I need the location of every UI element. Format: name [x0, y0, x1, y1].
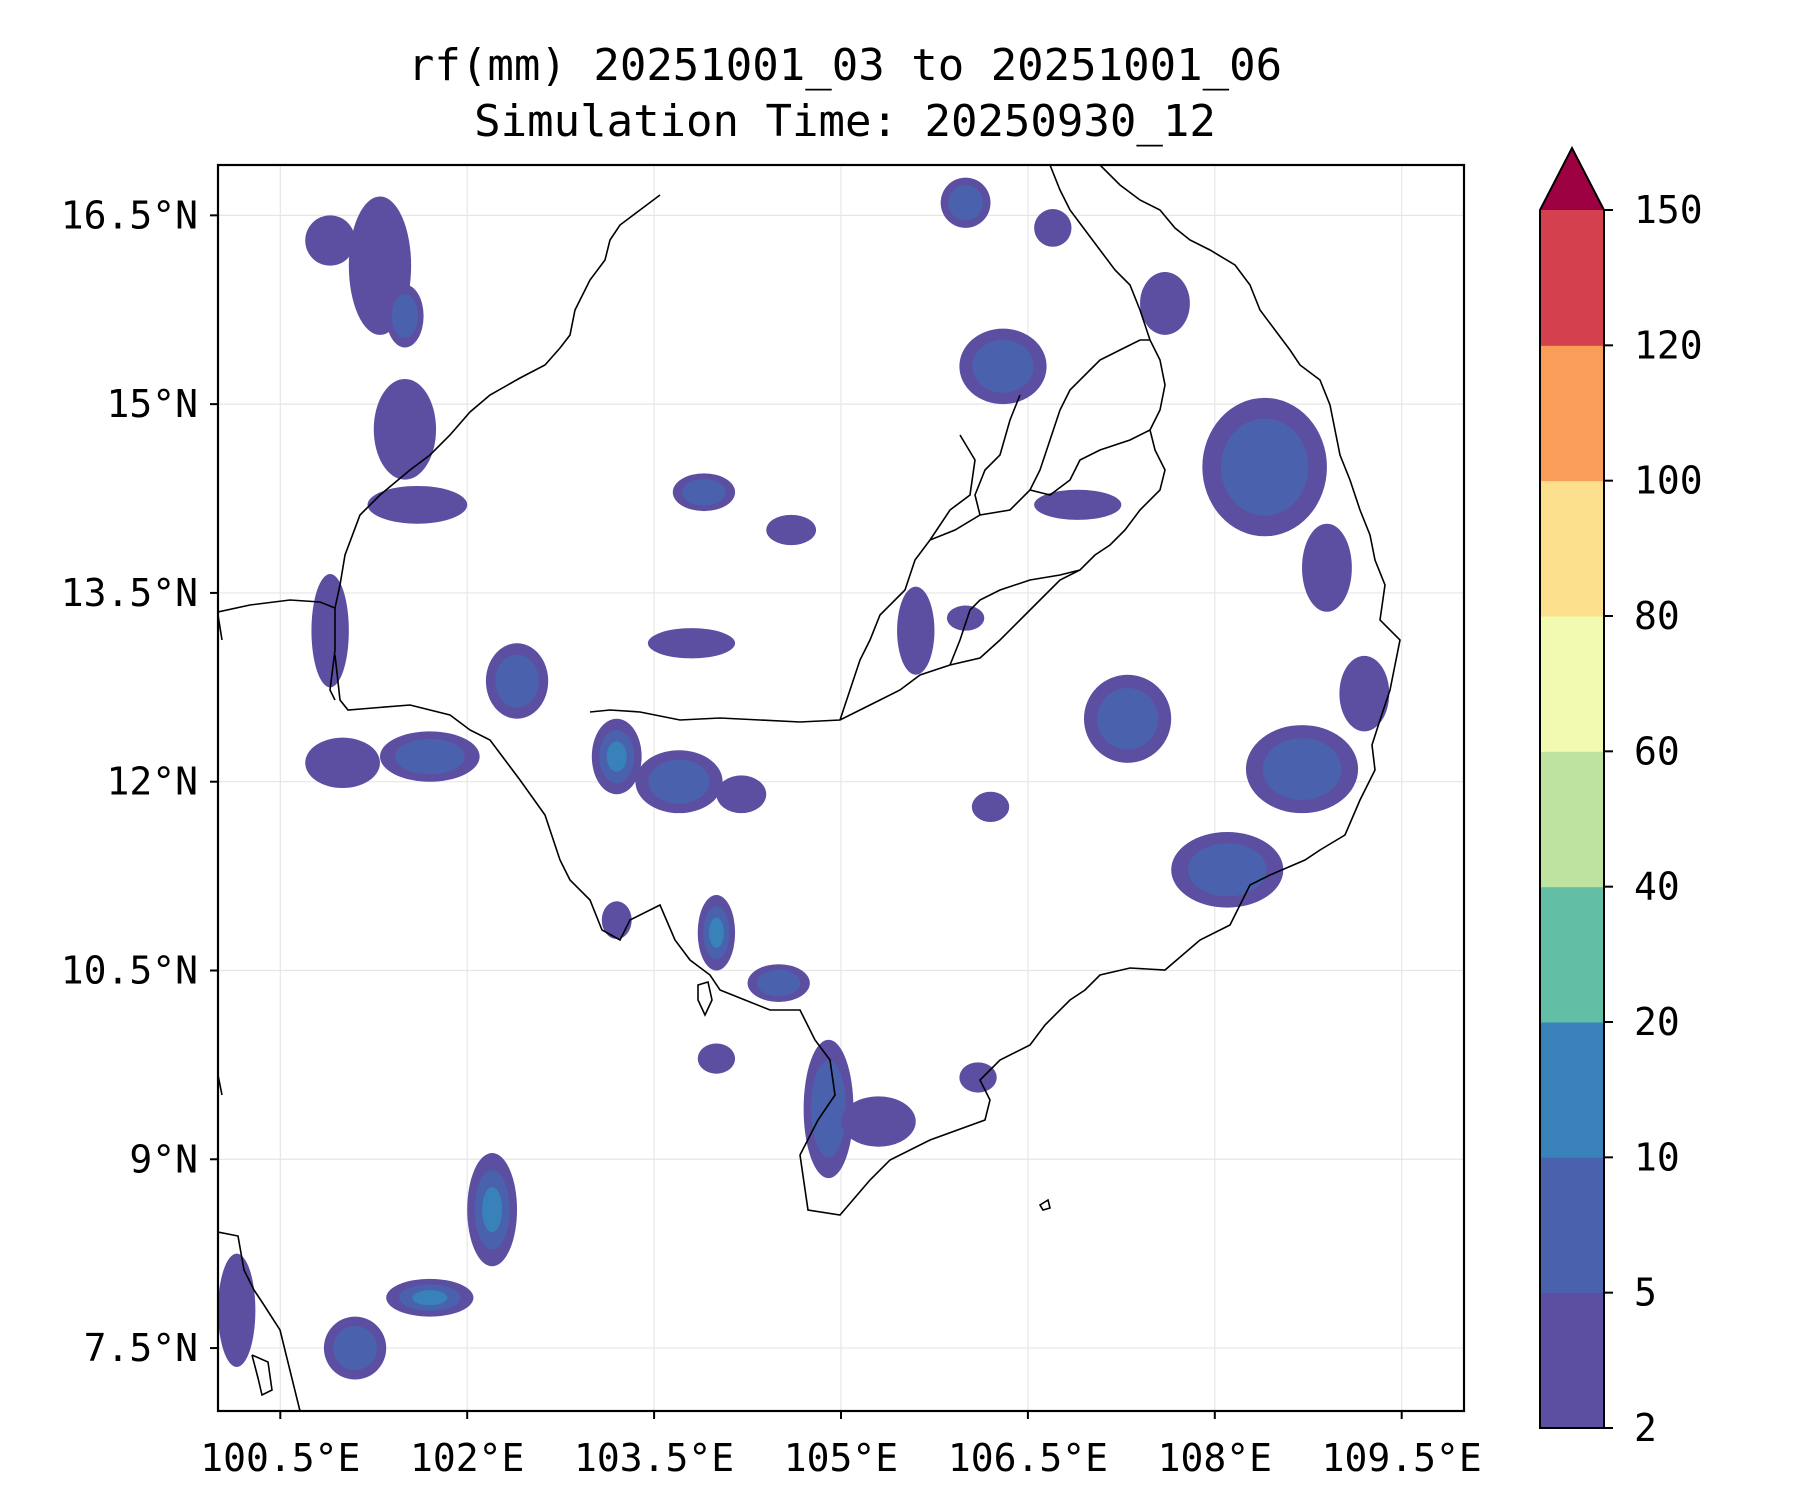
precip-cell — [1339, 655, 1390, 732]
precip-cell-core — [648, 759, 710, 804]
colorbar-segment — [1540, 210, 1604, 346]
precip-cell-core — [394, 738, 465, 775]
precip-cell-core — [606, 741, 627, 772]
precip-cell-core — [972, 339, 1034, 393]
precip-cell — [1140, 271, 1190, 335]
map-area: 100.5°E 102°E 103.5°E 105°E 106.5°E 108°E 109.… — [61, 163, 1482, 1480]
colorbar-tick-label: 80 — [1634, 594, 1680, 638]
y-tick-label: 13.5°N — [61, 571, 198, 615]
y-tick-label: 15°N — [106, 382, 198, 426]
precip-cell — [367, 485, 468, 524]
precip-cell — [373, 378, 437, 480]
precip-cell — [305, 215, 356, 266]
y-axis: 16.5°N 15°N 13.5°N 12°N 10.5°N 9°N 7.5°N — [61, 193, 218, 1370]
colorbar-extend-arrow — [1540, 148, 1604, 210]
precip-cell — [716, 775, 767, 814]
precip-cell — [959, 1062, 997, 1093]
precip-cell — [897, 586, 935, 675]
colorbar-outline — [1539, 145, 1605, 1429]
precip-cell — [971, 791, 1010, 822]
colorbar-segment — [1540, 886, 1604, 1023]
country-borders — [218, 165, 1166, 723]
precip-cell — [697, 1043, 736, 1074]
precip-cell — [946, 605, 985, 631]
colorbar: 2 5 10 20 40 60 80 100 120 150 — [1539, 145, 1703, 1450]
precip-cell-core — [756, 969, 801, 997]
precip-cell-core — [391, 294, 418, 339]
colorbar-tick-label: 40 — [1634, 865, 1680, 909]
precip-cell-core — [682, 479, 726, 506]
x-tick-label: 109.5°E — [1322, 1436, 1482, 1480]
colorbar-tick-label: 20 — [1634, 1000, 1680, 1044]
precip-cell — [601, 901, 632, 940]
coastline-border-layer — [218, 165, 1401, 1411]
precip-cell-core — [1262, 738, 1342, 800]
colorbar-segment — [1540, 1022, 1604, 1158]
y-tick-label: 10.5°N — [61, 948, 198, 992]
y-tick-label: 12°N — [106, 760, 198, 804]
precip-cell-core — [1188, 843, 1267, 897]
colorbar-tick-label: 10 — [1634, 1135, 1680, 1179]
precip-cell-core — [811, 1060, 846, 1158]
precip-cell — [218, 1253, 256, 1367]
colorbar-segment — [1540, 1157, 1604, 1294]
precip-cell-core — [333, 1326, 377, 1371]
colorbar-segment — [1540, 345, 1604, 482]
precip-cell — [1034, 209, 1072, 247]
island-phu-quoc — [697, 980, 713, 1017]
x-tick-label: 105°E — [784, 1436, 898, 1480]
precip-cell-core — [1221, 418, 1309, 516]
x-axis: 100.5°E 102°E 103.5°E 105°E 106.5°E 108°E 109.… — [200, 1411, 1482, 1480]
precip-cell — [1034, 489, 1122, 520]
precip-cell-core — [482, 1186, 503, 1233]
precip-cell — [311, 574, 349, 688]
x-tick-label: 108°E — [1158, 1436, 1272, 1480]
precip-cell-core — [412, 1290, 448, 1306]
x-tick-label: 100.5°E — [200, 1436, 360, 1480]
precip-cell — [647, 628, 736, 659]
colorbar-segment — [1540, 480, 1604, 617]
precip-cell — [305, 737, 380, 789]
precip-cell — [766, 514, 817, 546]
precip-cell — [841, 1096, 916, 1147]
map-title-line-1: rf(mm) 20251001_03 to 20251001_06 — [407, 40, 1283, 91]
x-tick-label: 106.5°E — [948, 1436, 1108, 1480]
y-tick-label: 9°N — [129, 1137, 198, 1181]
precip-cell-core — [495, 654, 539, 708]
y-tick-label: 16.5°N — [61, 193, 198, 237]
precip-cell — [1302, 523, 1352, 612]
colorbar-segment — [1540, 751, 1604, 888]
precip-cell-core — [948, 185, 984, 221]
precipitation-layer — [218, 177, 1390, 1380]
colorbar-segment — [1540, 616, 1604, 752]
colorbar-segment — [1540, 1292, 1604, 1429]
y-tick-label: 7.5°N — [84, 1326, 198, 1370]
colorbar-tick-label: 2 — [1634, 1406, 1657, 1450]
coastline-gulf-of-thailand — [218, 165, 1401, 1411]
colorbar-tick-label: 120 — [1634, 323, 1703, 367]
map-title-line-2: Simulation Time: 20250930_12 — [474, 96, 1216, 147]
colorbar-tick-label: 100 — [1634, 459, 1703, 503]
x-tick-label: 102°E — [410, 1436, 524, 1480]
colorbar-tick-label: 60 — [1634, 729, 1680, 773]
x-tick-label: 103.5°E — [574, 1436, 734, 1480]
precip-cell-core — [708, 917, 724, 948]
colorbar-tick-label: 150 — [1634, 188, 1703, 232]
precip-cell-core — [1097, 687, 1159, 750]
island-con-dao — [1038, 1198, 1051, 1211]
colorbar-tick-label: 5 — [1634, 1271, 1657, 1315]
